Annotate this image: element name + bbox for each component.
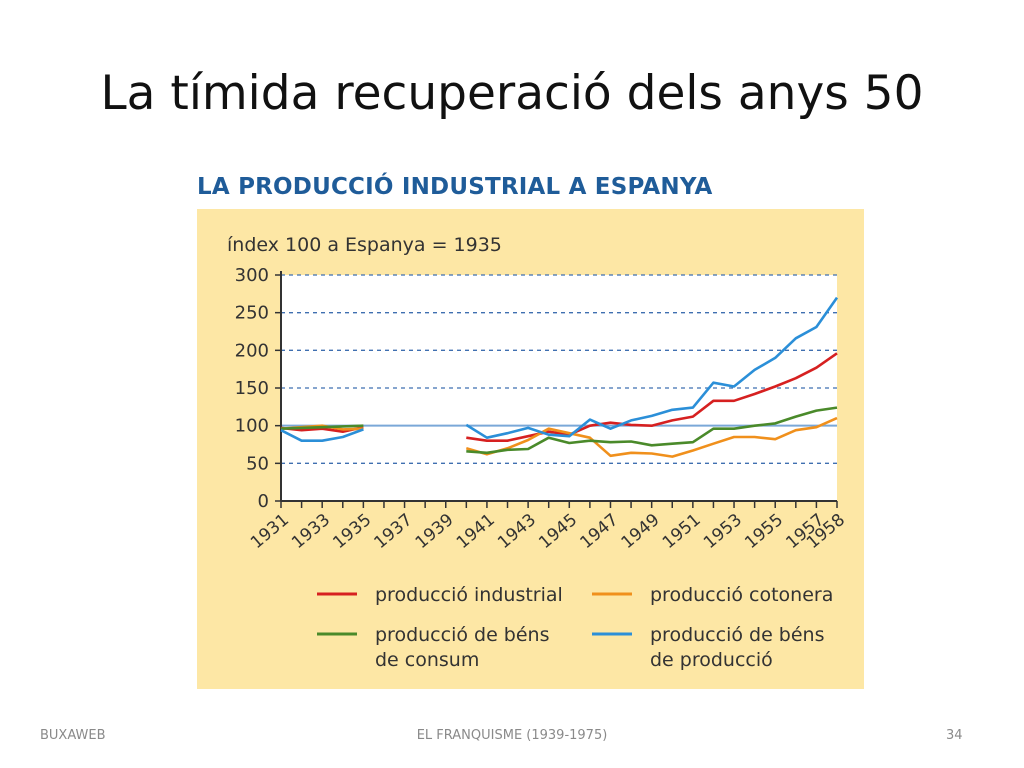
legend-label-0: producció industrial: [375, 584, 563, 606]
series-line-0: [466, 352, 838, 442]
x-tick-label: 1943: [494, 510, 540, 553]
x-tick-label: 1945: [535, 510, 581, 553]
legend-label-3: producció de béns: [650, 624, 825, 646]
x-tick-label: 1933: [288, 510, 334, 553]
y-tick-label: 200: [235, 340, 269, 361]
x-tick-label: 1955: [741, 510, 787, 553]
series-line-1: [465, 416, 838, 458]
x-tick-label: 1941: [453, 510, 499, 553]
x-tick-label: 1949: [618, 510, 664, 553]
series-line-3: [465, 296, 839, 439]
y-tick-label: 150: [235, 378, 269, 399]
footer-title: EL FRANQUISME (1939-1975): [416, 728, 608, 743]
plot-area: [281, 275, 837, 501]
series-line-3: [280, 428, 364, 442]
chart-subtitle: índex 100 a Espanya = 1935: [227, 234, 502, 256]
x-tick-label: 1947: [576, 510, 622, 553]
x-tick-label: 1951: [659, 510, 705, 553]
y-tick-label: 300: [235, 265, 269, 286]
line-chart: índex 100 a Espanya = 1935 0 50 100 150 200 25…: [227, 234, 849, 671]
legend-label-3: de producció: [650, 649, 773, 671]
series-line-2: [280, 424, 364, 430]
x-tick-label: 1937: [371, 510, 417, 553]
series-line-2: [466, 406, 838, 455]
x-tick-label: 1935: [329, 510, 375, 553]
y-tick-label: 100: [235, 416, 269, 437]
legend-label-2: de consum: [375, 649, 479, 671]
footer-author: BUXAWEB: [40, 728, 106, 743]
x-tick-label: 1931: [247, 510, 293, 553]
x-tick-label: 1939: [412, 510, 458, 553]
chart-panel: índex 100 a Espanya = 1935 0 50 100 150 200 25…: [197, 209, 864, 689]
slide-title: La tímida recuperació dels anys 50: [100, 66, 924, 121]
legend-label-2: producció de béns: [375, 624, 550, 646]
legend-label-1: producció cotonera: [650, 584, 833, 606]
slide-number: 34: [946, 728, 963, 743]
y-tick-label: 250: [235, 303, 269, 324]
y-tick-label: 50: [246, 453, 269, 474]
y-tick-label: 0: [258, 491, 269, 512]
x-tick-label: 1953: [700, 510, 746, 553]
chart-title: LA PRODUCCIÓ INDUSTRIAL A ESPANYA: [197, 174, 713, 200]
